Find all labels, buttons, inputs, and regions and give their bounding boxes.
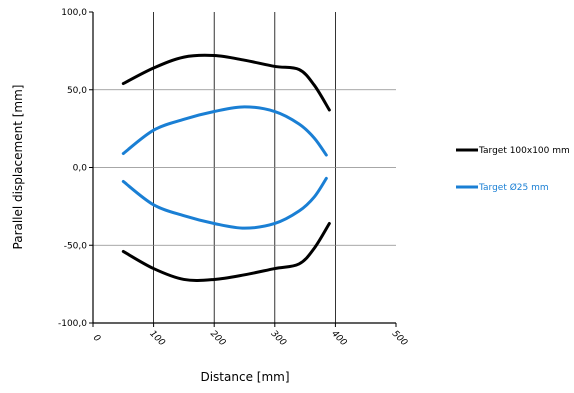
- y-tick-label: 0,0: [73, 164, 88, 174]
- y-tick-label: 100,0: [61, 8, 87, 18]
- series-lines: [121, 53, 331, 282]
- y-axis-label: Parallel displacement [mm]: [11, 85, 25, 250]
- x-tick-label: 0: [91, 333, 102, 344]
- series-line: [121, 53, 331, 112]
- y-tick-label: -50,0: [64, 241, 88, 251]
- series-line: [121, 105, 328, 157]
- x-axis-label: Distance [mm]: [200, 370, 289, 384]
- series-line: [121, 221, 331, 282]
- y-tick-label: 50,0: [67, 86, 87, 96]
- series-line: [121, 176, 328, 230]
- legend-label: Target 100x100 mm: [478, 146, 570, 156]
- legend: Target 100x100 mm Target Ø25 mm: [456, 146, 570, 193]
- x-tick-label: 500: [390, 329, 409, 348]
- axes: 0 100 200 300 400 500 100,0 50,0 0,0 -50,0 -100,0: [58, 8, 409, 348]
- legend-label: Target Ø25 mm: [478, 182, 549, 193]
- x-tick-label: 100: [147, 329, 166, 348]
- grid: [93, 12, 396, 323]
- x-tick-label: 300: [269, 329, 288, 348]
- x-tick-label: 200: [208, 329, 227, 348]
- x-tick-label: 400: [329, 329, 348, 348]
- y-tick-label: -100,0: [58, 319, 87, 329]
